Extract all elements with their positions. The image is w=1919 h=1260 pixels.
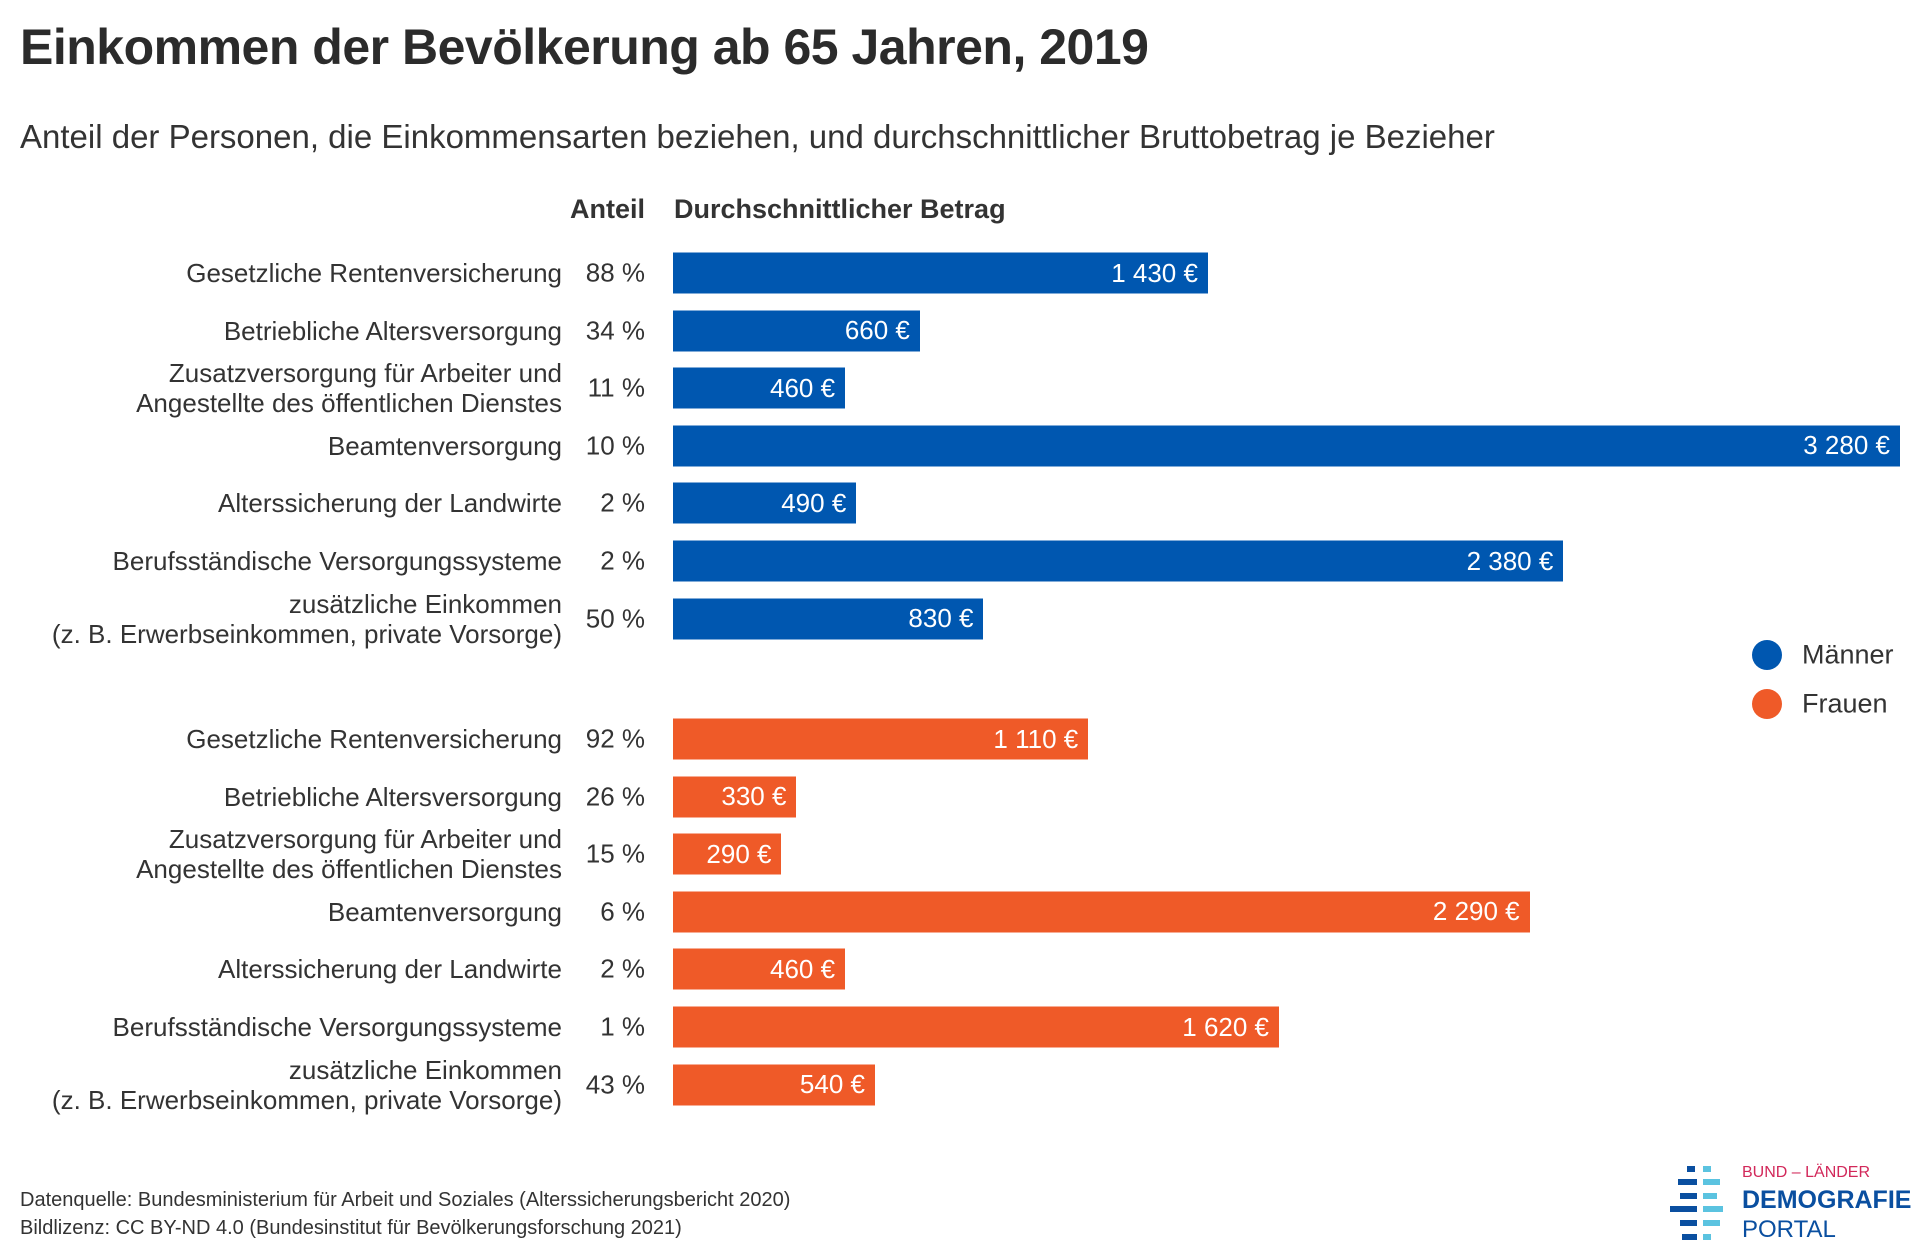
value-label: 660 € — [844, 315, 910, 346]
category-label: Betriebliche Altersversorgung — [223, 781, 562, 812]
bar: 1 620 € — [673, 1006, 1280, 1048]
bar: 1 430 € — [673, 252, 1208, 294]
source-note: Datenquelle: Bundesministerium für Arbei… — [20, 1189, 791, 1211]
bar: 290 € — [673, 833, 782, 875]
category-label: zusätzliche Einkommen (z. B. Erwerbseinko… — [51, 1054, 562, 1115]
bar: 460 € — [673, 948, 846, 990]
chart-title: Einkommen der Bevölkerung ab 65 Jahren, … — [20, 19, 1149, 75]
bar: 3 280 € — [673, 425, 1900, 467]
share-label: 92 % — [585, 723, 645, 754]
share-label: 34 % — [585, 315, 645, 346]
category-label: Gesetzliche Rentenversicherung — [186, 258, 562, 288]
bar: 2 380 € — [673, 540, 1564, 582]
value-label: 540 € — [799, 1069, 865, 1100]
category-label: Zusatzversorgung für Arbeiter und Angeste… — [136, 824, 562, 885]
category-label: zusätzliche Einkommen (z. B. Erwerbseinko… — [51, 588, 562, 649]
license-note: Bildlizenz: CC BY-ND 4.0 (Bundesinstitut… — [20, 1217, 682, 1239]
share-column-header: Anteil — [569, 194, 645, 224]
bar: 540 € — [673, 1064, 875, 1106]
bar: 830 € — [673, 598, 984, 640]
value-label: 1 110 € — [993, 723, 1079, 754]
value-label: 1 430 € — [1111, 257, 1198, 288]
value-label: 460 € — [770, 372, 836, 403]
legend-marker — [1752, 689, 1782, 719]
value-label: 2 290 € — [1432, 896, 1520, 927]
category-label: Berufsständische Versorgungssysteme — [112, 1012, 562, 1042]
share-label: 2 % — [600, 487, 645, 518]
share-label: 11 % — [587, 372, 645, 403]
share-label: 1 % — [600, 1011, 645, 1042]
logo-text-2: DEMOGRAFIE — [1742, 1186, 1912, 1214]
value-label: 2 380 € — [1466, 545, 1554, 576]
value-label: 490 € — [781, 487, 847, 518]
demografie-portal-logo: BUND – LÄNDER DEMOGRAFIE PORTAL — [1668, 1160, 1918, 1255]
value-label: 830 € — [908, 603, 974, 634]
bar: 660 € — [673, 310, 920, 352]
category-label: Gesetzliche Rentenversicherung — [186, 724, 562, 754]
logo-text-3: PORTAL — [1742, 1216, 1836, 1243]
value-label: 290 € — [706, 838, 772, 869]
category-label: Alterssicherung der Landwirte — [218, 954, 562, 985]
share-label: 43 % — [585, 1069, 645, 1100]
share-label: 2 % — [600, 953, 645, 984]
share-label: 2 % — [600, 545, 645, 576]
category-label: Beamtenversorgung — [327, 430, 562, 461]
share-label: 6 % — [600, 896, 645, 927]
value-label: 330 € — [721, 781, 787, 812]
value-label: 3 280 € — [1803, 430, 1890, 461]
bar: 1 110 € — [673, 718, 1089, 760]
share-label: 26 % — [585, 781, 645, 812]
legend-label: Frauen — [1802, 688, 1888, 719]
bar: 490 € — [673, 482, 857, 524]
category-label: Zusatzversorgung für Arbeiter und Angeste… — [136, 358, 562, 419]
legend-label: Männer — [1802, 639, 1894, 670]
bar: 460 € — [673, 367, 846, 409]
logo-mark-icon — [1670, 1166, 1723, 1240]
category-label: Berufsständische Versorgungssysteme — [112, 546, 562, 576]
legend-marker — [1752, 640, 1782, 670]
bar: 330 € — [673, 776, 797, 818]
share-label: 88 % — [585, 257, 645, 288]
bar: 2 290 € — [673, 891, 1530, 933]
amount-column-header: Durchschnittlicher Betrag — [674, 194, 1006, 224]
share-label: 15 % — [585, 838, 645, 869]
category-label: Alterssicherung der Landwirte — [218, 488, 562, 519]
share-label: 50 % — [585, 603, 645, 634]
value-label: 1 620 € — [1182, 1011, 1270, 1042]
share-label: 10 % — [585, 430, 645, 461]
chart-subtitle: Anteil der Personen, die Einkommensarten… — [20, 118, 1495, 155]
category-label: Beamtenversorgung — [327, 896, 562, 927]
logo-text-1: BUND – LÄNDER — [1742, 1164, 1871, 1181]
value-label: 460 € — [770, 953, 836, 984]
category-label: Betriebliche Altersversorgung — [223, 315, 562, 346]
